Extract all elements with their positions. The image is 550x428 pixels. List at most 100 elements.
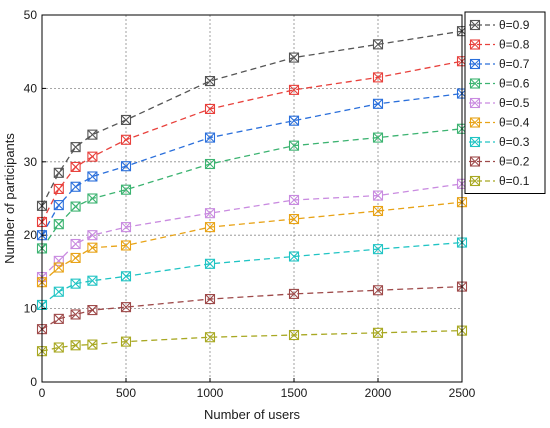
- plot-frame: [41, 14, 463, 383]
- data-point: [204, 294, 216, 305]
- series-line: [41, 128, 463, 249]
- legend-label: θ=0.3: [499, 135, 530, 149]
- data-point: [53, 313, 64, 324]
- legend-marker: [469, 97, 481, 109]
- series-5: [36, 178, 468, 283]
- series-line: [41, 183, 463, 278]
- data-point: [70, 238, 81, 250]
- data-point: [53, 167, 64, 178]
- data-point: [288, 288, 300, 299]
- legend-label: θ=0.8: [499, 38, 530, 52]
- data-point: [372, 205, 384, 217]
- data-point: [204, 208, 216, 219]
- data-point: [120, 184, 132, 195]
- data-point: [120, 161, 132, 172]
- series-8: [36, 281, 468, 335]
- x-tick-label: 1000: [197, 386, 224, 400]
- y-tick-label: 20: [24, 228, 38, 242]
- legend-marker: [469, 156, 481, 167]
- series-line: [41, 30, 463, 207]
- data-point: [372, 190, 384, 201]
- legend-entry: θ=0.9: [469, 18, 530, 32]
- legend-entry: θ=0.8: [469, 38, 530, 52]
- data-point: [87, 230, 98, 241]
- y-tick-label: 0: [30, 375, 37, 389]
- data-point: [87, 339, 98, 350]
- series-line: [41, 329, 463, 352]
- x-tick-label: 2000: [365, 386, 392, 400]
- data-point: [53, 219, 64, 230]
- series-line: [41, 92, 463, 236]
- data-point: [204, 258, 216, 269]
- series-line: [41, 60, 463, 223]
- data-point: [120, 134, 132, 145]
- legend-label: θ=0.9: [499, 18, 530, 32]
- data-point: [204, 158, 216, 170]
- data-point: [120, 114, 132, 126]
- data-point: [53, 342, 64, 353]
- series-line: [41, 201, 463, 283]
- legend-entry: θ=0.4: [469, 116, 530, 130]
- x-tick-label: 2500: [449, 386, 476, 400]
- data-point: [372, 39, 384, 50]
- series-3: [36, 88, 468, 241]
- data-point: [87, 129, 98, 140]
- data-series-group: [36, 26, 468, 357]
- x-axis-label: Number of users: [204, 407, 301, 422]
- series-6: [36, 197, 468, 288]
- data-point: [372, 285, 384, 296]
- legend-entry: θ=0.2: [469, 155, 530, 169]
- legend-entry: θ=0.3: [469, 135, 530, 149]
- series-line: [41, 285, 463, 330]
- x-tick-label: 500: [116, 386, 136, 400]
- legend-marker: [469, 175, 481, 187]
- legend-entry: θ=0.6: [469, 77, 530, 91]
- data-point: [204, 103, 216, 115]
- legend-marker: [469, 58, 481, 70]
- legend: θ=0.9 θ=0.8 θ=0.7 θ=0.6 θ=0.5 θ=0.4 θ=0.3 θ=0.2…: [464, 11, 546, 194]
- data-point: [87, 242, 98, 253]
- data-point: [70, 161, 81, 172]
- y-tick-label: 10: [24, 302, 38, 316]
- data-point: [70, 278, 81, 289]
- data-point: [53, 183, 64, 195]
- legend-label: θ=0.7: [499, 57, 530, 71]
- data-point: [288, 194, 300, 206]
- legend-label: θ=0.5: [499, 96, 530, 110]
- data-point: [372, 132, 384, 143]
- legend-marker: [469, 136, 481, 148]
- data-point: [87, 275, 98, 286]
- x-tick-label: 0: [39, 386, 46, 400]
- data-point: [288, 52, 300, 63]
- legend-marker: [469, 78, 481, 89]
- y-axis-label: Number of participants: [2, 133, 17, 264]
- legend-label: θ=0.1: [499, 174, 530, 188]
- series-1: [36, 26, 468, 211]
- data-point: [204, 332, 216, 343]
- data-point: [53, 286, 64, 297]
- data-point: [120, 336, 132, 347]
- data-point: [70, 252, 81, 264]
- data-point: [120, 302, 132, 313]
- legend-label: θ=0.2: [499, 155, 530, 169]
- data-point: [204, 132, 216, 143]
- y-tick-label: 30: [24, 155, 38, 169]
- axis-ticks: 0 500 1000 1500 2000 2500 0 10 20 30 40 50: [24, 8, 476, 400]
- data-point: [53, 200, 64, 211]
- data-point: [288, 214, 300, 225]
- data-point: [120, 222, 132, 233]
- data-point: [53, 262, 64, 273]
- data-point: [70, 340, 81, 351]
- data-point: [288, 115, 300, 126]
- y-tick-label: 50: [24, 8, 38, 22]
- legend-label: θ=0.4: [499, 116, 530, 130]
- series-9: [36, 325, 468, 357]
- grid-lines: [42, 15, 462, 382]
- legend-entry: θ=0.1: [469, 174, 530, 188]
- data-point: [87, 151, 98, 162]
- data-point: [204, 222, 216, 233]
- legend-entry: θ=0.5: [469, 96, 530, 110]
- data-point: [120, 271, 132, 282]
- data-point: [372, 98, 384, 109]
